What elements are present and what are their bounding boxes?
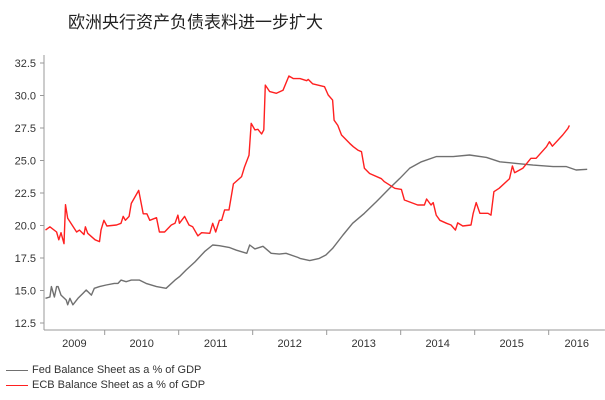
y-tick-label: 27.5 <box>15 123 36 135</box>
x-tick-label: 2015 <box>499 338 523 350</box>
legend-item-fed: Fed Balance Sheet as a % of GDP <box>6 364 201 376</box>
fed-balance-sheet-line <box>45 154 588 306</box>
y-tick-label: 12.5 <box>15 318 36 330</box>
y-axis-ticks: 12.5 15.0 17.5 20.0 22.5 25.0 27.5 30.0 32.5 <box>15 58 44 330</box>
x-axis-ticks: 2009 2010 2011 2012 2013 2014 2015 2016 <box>62 330 589 350</box>
x-tick-label: 2011 <box>204 338 228 350</box>
x-tick-label: 2016 <box>565 338 589 350</box>
x-tick-label: 2013 <box>351 338 375 350</box>
y-tick-label: 22.5 <box>15 188 36 200</box>
legend-swatch-ecb <box>6 384 28 386</box>
y-tick-label: 30.0 <box>15 91 36 103</box>
y-tick-label: 17.5 <box>15 253 36 265</box>
x-tick-label: 2014 <box>425 338 449 350</box>
legend-swatch-fed <box>6 369 28 371</box>
y-tick-label: 32.5 <box>15 58 36 70</box>
axes <box>43 55 605 331</box>
legend-item-ecb: ECB Balance Sheet as a % of GDP <box>6 379 205 391</box>
legend-label-ecb: ECB Balance Sheet as a % of GDP <box>32 379 206 391</box>
y-tick-label: 20.0 <box>15 221 36 233</box>
y-tick-label: 15.0 <box>15 286 36 298</box>
legend-label-fed: Fed Balance Sheet as a % of GDP <box>32 364 202 376</box>
series-lines <box>45 75 588 306</box>
x-tick-label: 2012 <box>277 338 301 350</box>
chart-title: 欧洲央行资产负债表料进一步扩大 <box>68 13 323 33</box>
x-tick-label: 2009 <box>62 338 86 350</box>
ecb-balance-sheet-line <box>45 75 571 245</box>
x-tick-label: 2010 <box>129 338 153 350</box>
y-tick-label: 25.0 <box>15 156 36 168</box>
